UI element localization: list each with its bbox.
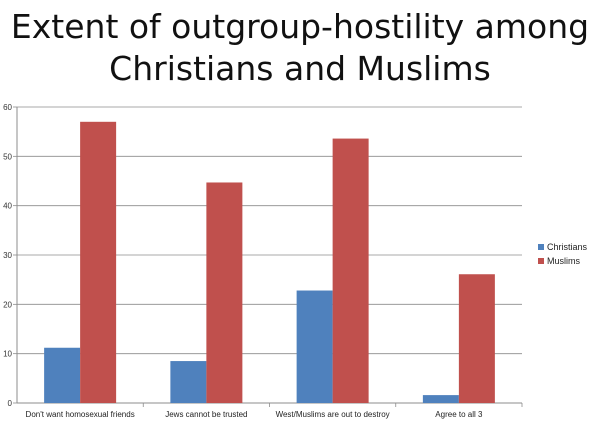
bar-christians-3 <box>422 395 459 403</box>
bar-christians-0 <box>44 347 81 403</box>
bar-christians-1 <box>170 361 207 403</box>
y-tick-label-30: 30 <box>3 251 12 260</box>
y-tick-label-10: 10 <box>3 350 12 359</box>
y-tick-label-50: 50 <box>3 152 12 161</box>
chart-title: Extent of outgroup-hostility among Chris… <box>0 6 600 90</box>
chart-title-line-1: Extent of outgroup-hostility among <box>10 7 590 46</box>
y-tick-label-0: 0 <box>8 399 13 408</box>
legend-label-muslims: Muslims <box>547 256 580 266</box>
y-tick-label-60: 60 <box>3 103 12 112</box>
x-tick-label-1: Jews cannot be trusted <box>165 410 247 419</box>
bar-christians-2 <box>296 290 333 403</box>
legend-swatch-christians <box>538 244 544 250</box>
x-tick-label-2: West/Muslims are out to destroy <box>276 410 390 419</box>
x-tick-label-3: Agree to all 3 <box>435 410 483 419</box>
bar-muslims-3 <box>458 274 495 403</box>
y-tick-label-20: 20 <box>3 300 12 309</box>
x-tick-label-0: Don't want homosexual friends <box>26 410 135 419</box>
y-tick-label-40: 40 <box>3 202 12 211</box>
chart-title-line-2: Christians and Muslims <box>109 49 491 88</box>
bar-muslims-2 <box>332 138 369 403</box>
legend-swatch-muslims <box>538 258 544 264</box>
bar-muslims-1 <box>206 182 243 403</box>
bar-muslims-0 <box>80 121 117 404</box>
legend-label-christians: Christians <box>547 242 588 252</box>
